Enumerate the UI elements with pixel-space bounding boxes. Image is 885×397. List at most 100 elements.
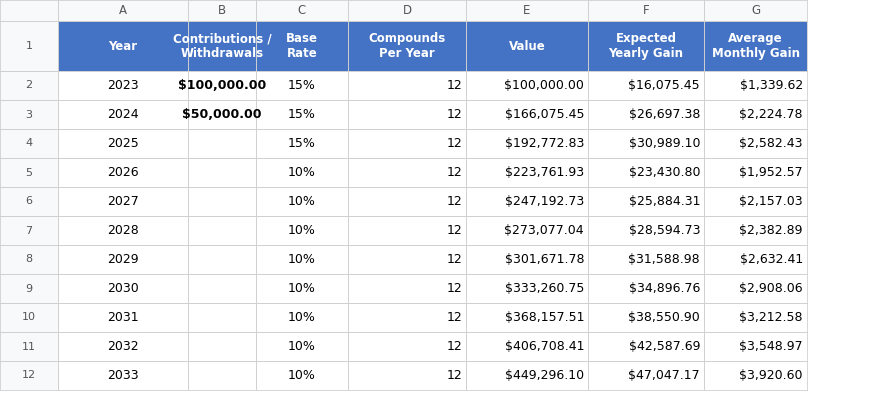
Text: 12: 12 [446,195,462,208]
Bar [188,129,256,158]
Bar [588,100,704,129]
Bar [0,245,58,274]
Text: B: B [218,4,226,17]
Text: $2,582.43: $2,582.43 [740,137,803,150]
Text: $100,000.00: $100,000.00 [504,79,584,92]
Bar [0,274,58,303]
Bar [588,303,704,332]
Bar [588,129,704,158]
Text: $333,260.75: $333,260.75 [504,282,584,295]
Bar [58,274,188,303]
Text: 2031: 2031 [107,311,139,324]
Text: $31,588.98: $31,588.98 [628,253,700,266]
Bar [58,216,188,245]
Text: 10%: 10% [288,195,316,208]
Bar [58,245,188,274]
Text: 12: 12 [446,311,462,324]
Bar [348,129,466,158]
Bar [256,245,348,274]
Bar [704,100,807,129]
Text: 2023: 2023 [107,79,139,92]
Text: 15%: 15% [288,79,316,92]
Text: 10%: 10% [288,253,316,266]
Text: 2024: 2024 [107,108,139,121]
Text: 12: 12 [446,253,462,266]
Bar [58,21,188,71]
Bar [588,0,704,21]
Text: 8: 8 [26,254,33,264]
Text: $26,697.38: $26,697.38 [628,108,700,121]
Text: $3,548.97: $3,548.97 [739,340,803,353]
Bar [466,274,588,303]
Text: $247,192.73: $247,192.73 [504,195,584,208]
Bar [0,100,58,129]
Text: 15%: 15% [288,108,316,121]
Bar [348,303,466,332]
Bar [348,361,466,390]
Text: G: G [751,4,760,17]
Bar [256,361,348,390]
Text: $50,000.00: $50,000.00 [182,108,262,121]
Text: $406,708.41: $406,708.41 [504,340,584,353]
Bar [188,100,256,129]
Text: $1,952.57: $1,952.57 [739,166,803,179]
Bar [466,332,588,361]
Bar [588,158,704,187]
Text: $223,761.93: $223,761.93 [504,166,584,179]
Bar [704,303,807,332]
Text: 3: 3 [26,110,33,119]
Bar [0,0,58,21]
Text: E: E [523,4,531,17]
Bar [256,332,348,361]
Text: 6: 6 [26,197,33,206]
Bar [704,245,807,274]
Bar [58,129,188,158]
Bar [588,187,704,216]
Text: 10%: 10% [288,340,316,353]
Text: 10%: 10% [288,224,316,237]
Bar [0,187,58,216]
Text: 2033: 2033 [107,369,139,382]
Bar [58,332,188,361]
Bar [466,100,588,129]
Bar [348,245,466,274]
Text: F: F [643,4,650,17]
Bar [188,21,256,71]
Bar [466,361,588,390]
Text: 10: 10 [22,312,36,322]
Bar [58,158,188,187]
Bar [58,303,188,332]
Text: 2032: 2032 [107,340,139,353]
Bar [588,332,704,361]
Bar [188,216,256,245]
Bar [704,71,807,100]
Text: 10%: 10% [288,166,316,179]
Bar [348,187,466,216]
Text: $38,550.90: $38,550.90 [628,311,700,324]
Text: $3,920.60: $3,920.60 [740,369,803,382]
Bar [588,245,704,274]
Bar [58,187,188,216]
Text: 12: 12 [446,108,462,121]
Text: Value: Value [509,39,545,52]
Text: $42,587.69: $42,587.69 [628,340,700,353]
Bar [256,129,348,158]
Bar [256,0,348,21]
Text: D: D [403,4,412,17]
Text: $100,000.00: $100,000.00 [178,79,266,92]
Bar [588,21,704,71]
Bar [0,129,58,158]
Bar [588,216,704,245]
Text: Average
Monthly Gain: Average Monthly Gain [712,32,799,60]
Bar [704,274,807,303]
Bar [0,216,58,245]
Text: 12: 12 [446,79,462,92]
Text: $3,212.58: $3,212.58 [740,311,803,324]
Text: Expected
Yearly Gain: Expected Yearly Gain [609,32,683,60]
Bar [466,303,588,332]
Bar [466,187,588,216]
Bar [348,158,466,187]
Text: $1,339.62: $1,339.62 [740,79,803,92]
Bar [188,274,256,303]
Bar [188,245,256,274]
